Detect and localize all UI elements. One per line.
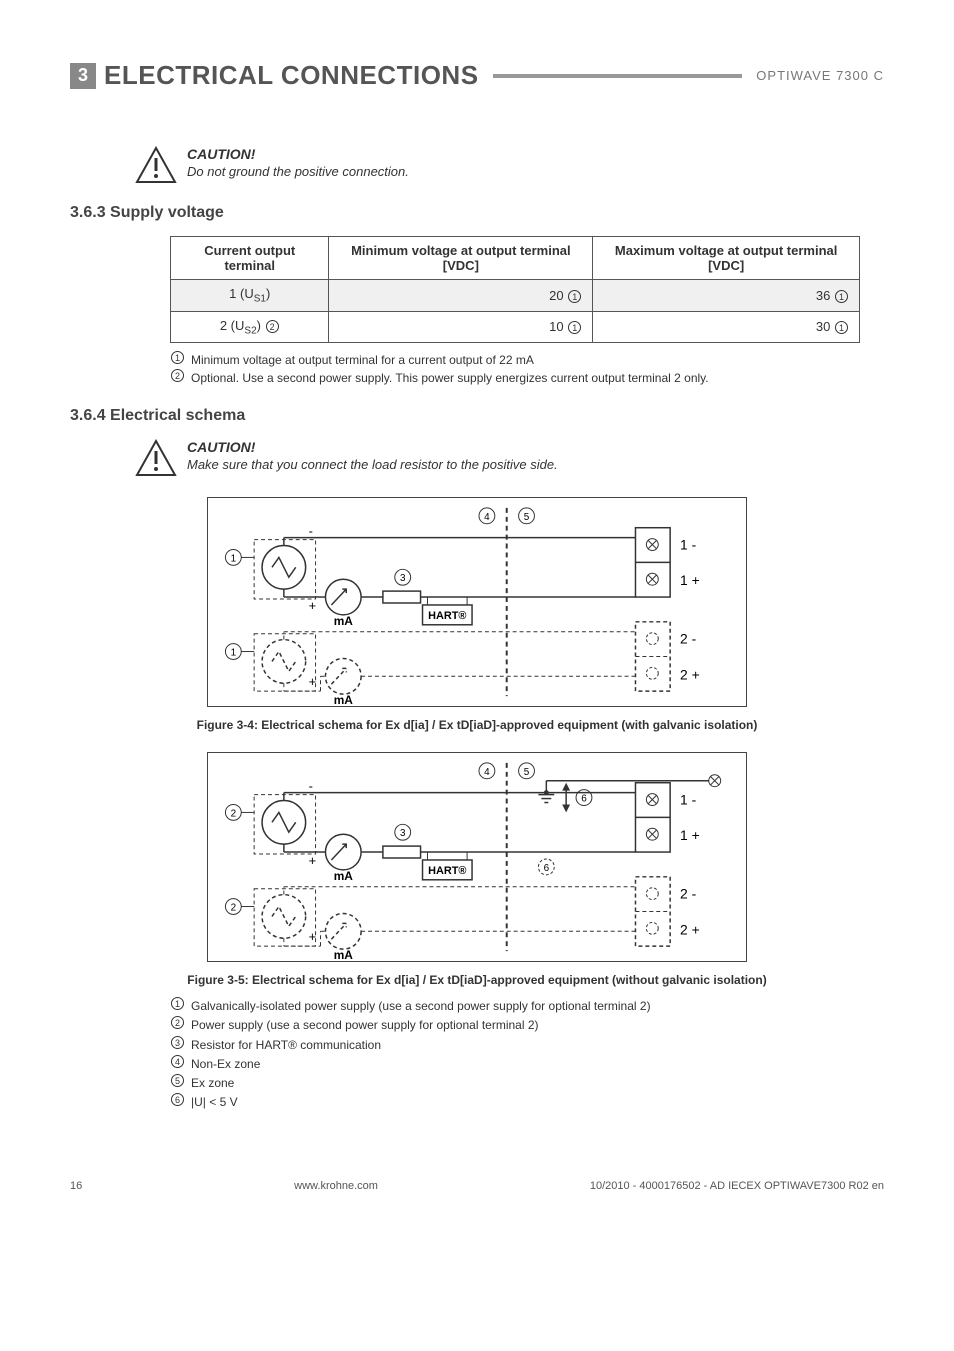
table-header: Maximum voltage at output terminal [VDC] bbox=[593, 237, 860, 280]
section-heading: 3.6.4 Electrical schema bbox=[70, 407, 884, 425]
electrical-schema-diagram: 4 5 6 - + 2 mA 3 bbox=[207, 752, 747, 962]
svg-text:2: 2 bbox=[231, 809, 237, 820]
table-header: Minimum voltage at output terminal [VDC] bbox=[329, 237, 593, 280]
table-cell: 1 (US1) bbox=[171, 280, 329, 312]
supply-voltage-table: Current output terminal Minimum voltage … bbox=[170, 236, 860, 343]
product-name: OPTIWAVE 7300 C bbox=[756, 68, 884, 83]
caution-title: CAUTION! bbox=[187, 146, 409, 162]
table-cell: 30 1 bbox=[593, 311, 860, 343]
svg-text:1: 1 bbox=[231, 648, 237, 659]
svg-text:4: 4 bbox=[484, 767, 490, 778]
svg-text:+: + bbox=[309, 929, 317, 944]
footnote-text: Optional. Use a second power supply. Thi… bbox=[191, 369, 709, 387]
header-rule bbox=[493, 74, 743, 78]
table-header: Current output terminal bbox=[171, 237, 329, 280]
svg-text:2 -: 2 - bbox=[680, 886, 696, 902]
section-heading: 3.6.3 Supply voltage bbox=[70, 204, 884, 222]
svg-text:HART®: HART® bbox=[428, 610, 466, 622]
page-header: 3 ELECTRICAL CONNECTIONS OPTIWAVE 7300 C bbox=[70, 60, 884, 91]
table-row: 1 (US1) 20 1 36 1 bbox=[171, 280, 860, 312]
electrical-schema-diagram: 4 5 - + 1 mA 3 HART® bbox=[207, 497, 747, 707]
caution-block: CAUTION! Do not ground the positive conn… bbox=[135, 146, 884, 184]
footnote-text: Minimum voltage at output terminal for a… bbox=[191, 351, 534, 369]
page-number: 16 bbox=[70, 1180, 82, 1192]
caution-icon bbox=[135, 146, 177, 184]
svg-text:-: - bbox=[309, 524, 313, 539]
svg-text:mA: mA bbox=[334, 948, 354, 962]
figure-caption: Figure 3-5: Electrical schema for Ex d[i… bbox=[70, 973, 884, 987]
svg-text:6: 6 bbox=[544, 863, 550, 874]
chapter-number: 3 bbox=[70, 63, 96, 89]
table-cell: 2 (US2) 2 bbox=[171, 311, 329, 343]
svg-text:2: 2 bbox=[231, 903, 237, 914]
svg-text:+: + bbox=[309, 853, 317, 868]
table-cell: 20 1 bbox=[329, 280, 593, 312]
footer-docid: 10/2010 - 4000176502 - AD IECEX OPTIWAVE… bbox=[590, 1180, 884, 1192]
svg-text:1 +: 1 + bbox=[680, 572, 700, 588]
svg-text:mA: mA bbox=[334, 869, 354, 883]
caution-text: Make sure that you connect the load resi… bbox=[187, 457, 558, 472]
table-footnotes: 1Minimum voltage at output terminal for … bbox=[170, 351, 884, 387]
figure-caption: Figure 3-4: Electrical schema for Ex d[i… bbox=[70, 718, 884, 732]
svg-text:6: 6 bbox=[581, 794, 587, 805]
footer-url: www.krohne.com bbox=[294, 1180, 378, 1192]
svg-text:5: 5 bbox=[524, 512, 530, 523]
caution-title: CAUTION! bbox=[187, 439, 558, 455]
svg-text:mA: mA bbox=[334, 614, 354, 628]
svg-text:+: + bbox=[309, 674, 317, 689]
svg-text:2 -: 2 - bbox=[680, 631, 696, 647]
table-cell: 36 1 bbox=[593, 280, 860, 312]
caution-block: CAUTION! Make sure that you connect the … bbox=[135, 439, 884, 477]
legend-text: Power supply (use a second power supply … bbox=[191, 1016, 539, 1035]
table-cell: 10 1 bbox=[329, 311, 593, 343]
svg-text:+: + bbox=[309, 598, 317, 613]
svg-text:1 -: 1 - bbox=[680, 537, 696, 553]
svg-text:-: - bbox=[309, 779, 313, 794]
svg-text:HART®: HART® bbox=[428, 865, 466, 877]
svg-text:mA: mA bbox=[334, 693, 354, 707]
legend-text: |U| < 5 V bbox=[191, 1093, 238, 1112]
svg-text:1: 1 bbox=[231, 554, 237, 565]
legend-text: Resistor for HART® communication bbox=[191, 1036, 381, 1055]
svg-text:3: 3 bbox=[400, 573, 406, 584]
svg-text:5: 5 bbox=[524, 767, 530, 778]
chapter-title: ELECTRICAL CONNECTIONS bbox=[104, 60, 479, 91]
table-row: 2 (US2) 2 10 1 30 1 bbox=[171, 311, 860, 343]
figure-legend: 1Galvanically-isolated power supply (use… bbox=[170, 997, 884, 1112]
svg-text:2 +: 2 + bbox=[680, 666, 700, 682]
svg-text:3: 3 bbox=[400, 828, 406, 839]
caution-icon bbox=[135, 439, 177, 477]
legend-text: Non-Ex zone bbox=[191, 1055, 260, 1074]
svg-text:2 +: 2 + bbox=[680, 921, 700, 937]
figure-block: 4 5 - + 1 mA 3 HART® bbox=[70, 497, 884, 732]
figure-block: 4 5 6 - + 2 mA 3 bbox=[70, 752, 884, 987]
svg-text:4: 4 bbox=[484, 512, 490, 523]
page-footer: 16 www.krohne.com 10/2010 - 4000176502 -… bbox=[70, 1172, 884, 1192]
svg-text:1 -: 1 - bbox=[680, 792, 696, 808]
legend-text: Ex zone bbox=[191, 1074, 234, 1093]
caution-text: Do not ground the positive connection. bbox=[187, 164, 409, 179]
svg-text:1 +: 1 + bbox=[680, 827, 700, 843]
legend-text: Galvanically-isolated power supply (use … bbox=[191, 997, 651, 1016]
